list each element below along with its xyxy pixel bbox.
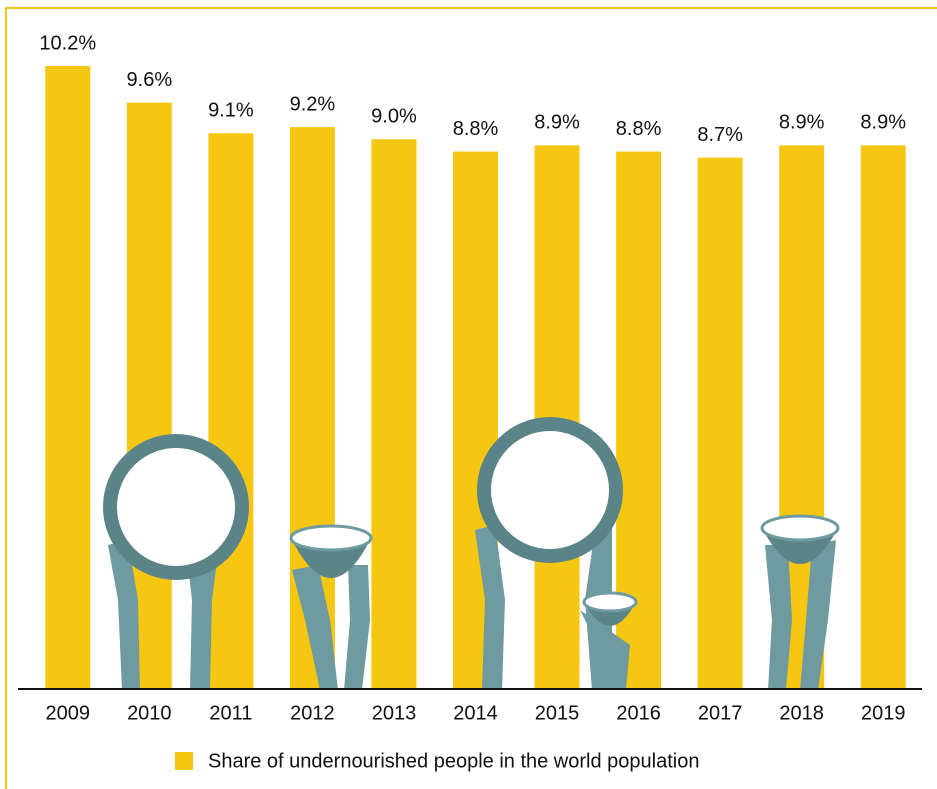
legend-swatch — [175, 752, 193, 770]
bowl-rim — [289, 524, 373, 552]
bar — [371, 139, 417, 689]
legend-label: Share of undernourished people in the wo… — [208, 750, 699, 772]
hand — [765, 545, 792, 690]
value-label: 10.2% — [39, 32, 96, 54]
bowl-rim — [582, 591, 638, 613]
value-label: 9.1% — [208, 99, 254, 121]
value-label: 8.9% — [860, 112, 906, 134]
bar — [208, 133, 254, 689]
x-tick-label: 2012 — [290, 702, 335, 724]
x-tick-label: 2017 — [698, 702, 743, 724]
value-label: 8.8% — [616, 118, 662, 140]
bar — [534, 145, 580, 689]
hand — [344, 565, 370, 690]
x-tick-label: 2018 — [779, 702, 824, 724]
frame — [5, 7, 937, 789]
x-tick-label: 2014 — [453, 702, 498, 724]
bar — [697, 157, 743, 689]
plate — [103, 434, 249, 580]
bar — [45, 66, 91, 689]
x-tick-label: 2013 — [372, 702, 417, 724]
illustration — [103, 417, 840, 690]
hand — [580, 610, 630, 690]
value-label: 9.6% — [127, 69, 173, 91]
plate — [477, 417, 623, 563]
hand — [475, 525, 505, 690]
value-label: 8.9% — [534, 112, 580, 134]
x-tick-label: 2009 — [46, 702, 91, 724]
value-label: 9.2% — [290, 93, 336, 115]
x-tick-label: 2011 — [209, 702, 252, 724]
value-label: 8.7% — [697, 124, 743, 146]
bar — [860, 145, 906, 689]
hand — [800, 540, 836, 690]
x-tick-label: 2016 — [616, 702, 661, 724]
hand — [292, 565, 338, 690]
hand — [108, 540, 140, 690]
bowl-rim — [760, 514, 840, 542]
x-tick-label: 2010 — [127, 702, 172, 724]
value-label: 8.9% — [779, 112, 825, 134]
value-label: 9.0% — [371, 106, 417, 128]
x-tick-label: 2019 — [861, 702, 906, 724]
value-label: 8.8% — [453, 118, 499, 140]
x-tick-label: 2015 — [535, 702, 580, 724]
